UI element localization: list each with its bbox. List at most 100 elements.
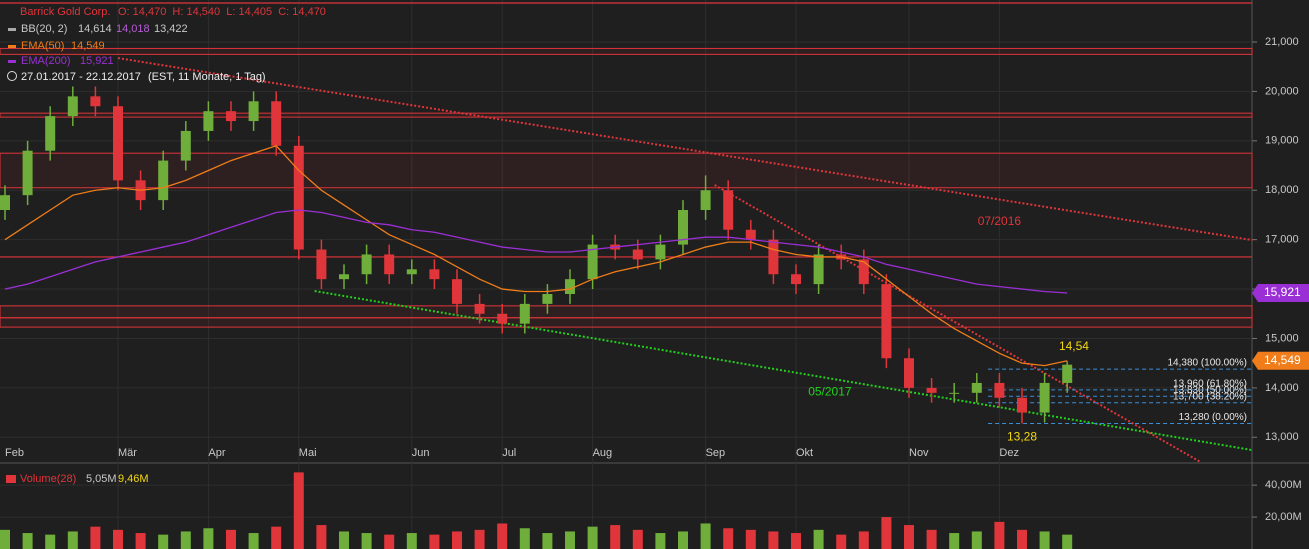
fib-label: 13,280 (0.00%) bbox=[1179, 412, 1247, 423]
x-tick-label: Feb bbox=[5, 447, 24, 459]
volume-bar bbox=[67, 531, 78, 549]
volume-bar bbox=[248, 533, 259, 549]
volume-bar bbox=[542, 533, 553, 549]
candle-body bbox=[655, 244, 666, 260]
volume-bar bbox=[0, 529, 10, 549]
indicator-line bbox=[4, 209, 1068, 294]
fib-label: 14,380 (100.00%) bbox=[1167, 358, 1247, 369]
volume-bar bbox=[406, 533, 417, 549]
candle-body bbox=[1039, 382, 1050, 413]
legend-swatch bbox=[8, 45, 16, 48]
candle-body bbox=[1062, 364, 1073, 383]
last-value-tag bbox=[1252, 351, 1309, 370]
volume-bar bbox=[813, 529, 824, 549]
volume-bar bbox=[429, 534, 440, 549]
volume-bar bbox=[474, 529, 485, 549]
candle-body bbox=[226, 111, 236, 122]
volume-bar bbox=[271, 526, 282, 549]
x-tick-label: Aug bbox=[593, 447, 613, 459]
x-tick-label: Apr bbox=[208, 447, 225, 459]
x-tick-label: Okt bbox=[796, 447, 813, 459]
volume-bar bbox=[113, 529, 123, 549]
y-tick-label: 18,000 bbox=[1265, 184, 1299, 196]
volume-bar bbox=[1039, 531, 1050, 549]
legend-name: EMA(200) bbox=[21, 55, 71, 67]
candle-body bbox=[452, 279, 462, 304]
x-tick-label: Mai bbox=[299, 447, 317, 459]
annotation: 05/2017 bbox=[808, 384, 852, 398]
clock-icon bbox=[7, 71, 17, 81]
candle-body bbox=[542, 294, 553, 304]
zone bbox=[0, 47, 1253, 55]
x-tick-label: Jul bbox=[502, 447, 516, 459]
volume-bar bbox=[926, 529, 937, 549]
candle-body bbox=[45, 116, 56, 151]
candle-body bbox=[316, 249, 327, 280]
y-tick-label: 14,000 bbox=[1265, 382, 1299, 394]
legend-name: EMA(50) bbox=[21, 40, 64, 52]
y-tick-label: 13,000 bbox=[1265, 431, 1299, 443]
candle-body bbox=[632, 249, 643, 260]
y-tick-label: 40,00M bbox=[1265, 479, 1302, 491]
volume-bar bbox=[655, 533, 666, 549]
trendline bbox=[714, 184, 1202, 463]
legend-swatch bbox=[8, 28, 16, 31]
candle-body bbox=[678, 210, 688, 245]
candle-body bbox=[158, 160, 169, 201]
x-tick-label: Sep bbox=[706, 447, 726, 459]
candle-body bbox=[361, 254, 372, 275]
candle-body bbox=[180, 130, 191, 161]
candle-body bbox=[994, 382, 1005, 398]
volume-bar bbox=[384, 534, 395, 549]
candle-body bbox=[90, 96, 101, 107]
candle-body bbox=[406, 269, 417, 275]
volume-value: 5,05M bbox=[86, 473, 117, 485]
candle-body bbox=[858, 259, 869, 285]
candle-body bbox=[474, 303, 485, 314]
candle-body bbox=[926, 387, 937, 393]
candle-body bbox=[881, 284, 892, 359]
volume-bar bbox=[994, 521, 1005, 549]
symbol: Barrick Gold Corp. bbox=[20, 6, 110, 18]
y-tick-label: 19,000 bbox=[1265, 135, 1299, 147]
legend-value: 15,921 bbox=[80, 55, 114, 67]
candle-body bbox=[587, 244, 598, 280]
fib-label: 13,830 (50.00%) bbox=[1173, 385, 1247, 396]
y-tick-label: 20,000 bbox=[1265, 85, 1299, 97]
volume-bar bbox=[745, 529, 756, 549]
indicator-line bbox=[4, 145, 1068, 367]
volume-bar bbox=[836, 534, 847, 549]
volume-bar bbox=[565, 531, 575, 549]
last-value-label: 14,549 bbox=[1264, 353, 1301, 367]
last-value-tag bbox=[1252, 283, 1309, 302]
volume-bar bbox=[858, 531, 869, 549]
ohlc: O: 14,470 H: 14,540 L: 14,405 C: 14,470 bbox=[118, 6, 326, 18]
volume-bar bbox=[135, 533, 146, 549]
volume-icon bbox=[6, 475, 16, 483]
legend-bb: BB(20, 2) bbox=[21, 23, 67, 35]
volume-bar bbox=[904, 525, 914, 549]
volume-bar bbox=[90, 526, 101, 549]
candle-body bbox=[339, 274, 349, 280]
volume-bar bbox=[497, 523, 508, 549]
volume-bar bbox=[949, 533, 960, 549]
x-tick-label: Dez bbox=[999, 447, 1019, 459]
volume-bar bbox=[180, 531, 191, 549]
volume-bar bbox=[316, 525, 327, 549]
candle-body bbox=[745, 229, 756, 240]
y-tick-label: 17,000 bbox=[1265, 234, 1299, 246]
x-tick-label: Jun bbox=[412, 447, 430, 459]
candle-body bbox=[1017, 397, 1027, 413]
zone bbox=[0, 305, 1253, 328]
volume-bar bbox=[768, 531, 779, 549]
volume-bar bbox=[45, 534, 56, 549]
volume-bar bbox=[519, 528, 530, 549]
trendline bbox=[117, 57, 1253, 242]
volume-bar bbox=[1017, 529, 1027, 549]
candle-body bbox=[723, 190, 734, 230]
annotation: 13,28 bbox=[1007, 429, 1037, 443]
candle-body bbox=[248, 101, 259, 122]
legend-value: 14,614 bbox=[78, 23, 112, 35]
volume-value: 9,46M bbox=[118, 473, 149, 485]
volume-bar bbox=[791, 533, 801, 549]
